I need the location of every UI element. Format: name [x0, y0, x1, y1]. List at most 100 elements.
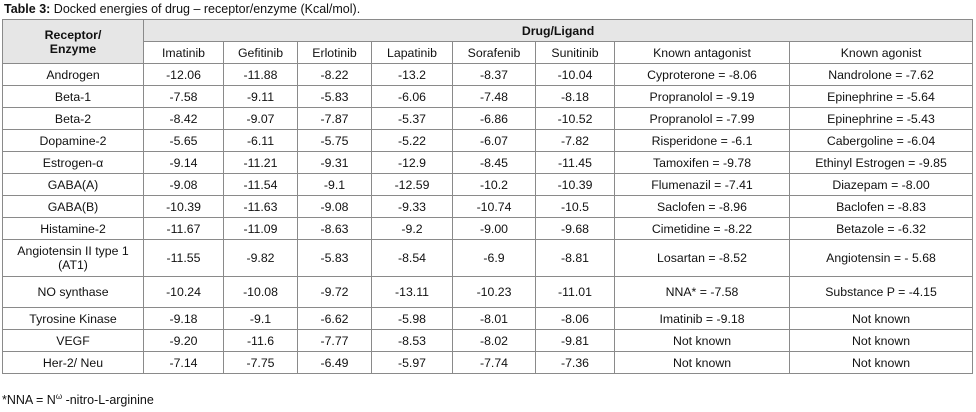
table-row: GABA(A) -9.08 -11.54 -9.1 -12.59 -10.2 -10.39 F… — [2, 173, 974, 196]
receptor-cell: Her-2/ Neu — [2, 351, 144, 374]
column-header: Known antagonist — [614, 41, 790, 64]
energy-cell: -10.39 — [143, 195, 224, 218]
receptor-cell: Beta-1 — [2, 85, 144, 108]
energy-cell: -7.87 — [297, 107, 372, 130]
antagonist-cell: Losartan = -8.52 — [614, 239, 790, 277]
energy-cell: -13.11 — [371, 276, 453, 308]
energy-cell: -6.9 — [452, 239, 536, 277]
energy-cell: -9.68 — [535, 217, 615, 240]
receptor-cell: Androgen — [2, 63, 144, 86]
energy-cell: -9.08 — [143, 173, 224, 196]
drug-ligand-header: Drug/Ligand — [142, 19, 974, 42]
energy-cell: -9.31 — [297, 151, 372, 174]
table-row: Her-2/ Neu -7.14 -7.75 -6.49 -5.97 -7.74 -7.36… — [2, 351, 974, 374]
energy-cell: -5.98 — [371, 307, 453, 330]
table-row: Beta-1 -7.58 -9.11 -5.83 -6.06 -7.48 -8.18 Prop… — [2, 85, 974, 108]
energy-cell: -9.08 — [297, 195, 372, 218]
agonist-cell: Nandrolone = -7.62 — [788, 63, 974, 86]
table-row: Androgen -12.06 -11.88 -8.22 -13.2 -8.37 -10.0… — [2, 63, 974, 86]
energy-cell: -11.88 — [223, 63, 298, 86]
energy-cell: -6.07 — [452, 129, 536, 152]
energy-cell: -12.59 — [371, 173, 453, 196]
energy-cell: -9.72 — [297, 276, 372, 308]
energy-cell: -9.81 — [535, 329, 615, 352]
energy-cell: -8.02 — [452, 329, 536, 352]
energy-cell: -10.74 — [452, 195, 536, 218]
energy-cell: -8.42 — [143, 107, 224, 130]
energy-cell: -9.11 — [223, 85, 298, 108]
energy-cell: -11.63 — [223, 195, 298, 218]
energy-cell: -9.33 — [371, 195, 453, 218]
antagonist-cell: Saclofen = -8.96 — [614, 195, 790, 218]
table-row: Estrogen-α -9.14 -11.21 -9.31 -12.9 -8.45 -11.… — [2, 151, 974, 174]
agonist-cell: Epinephrine = -5.64 — [788, 85, 974, 108]
receptor-cell: Estrogen-α — [2, 151, 144, 174]
antagonist-cell: Propranolol = -9.19 — [614, 85, 790, 108]
antagonist-cell: Flumenazil = -7.41 — [614, 173, 790, 196]
receptor-header-line1: Receptor/ — [44, 27, 102, 42]
energy-cell: -6.49 — [297, 351, 372, 374]
agonist-cell: Diazepam = -8.00 — [788, 173, 974, 196]
energy-cell: -10.2 — [452, 173, 536, 196]
table-row: Beta-2 -8.42 -9.07 -7.87 -5.37 -6.86 -10.52 Pro… — [2, 107, 974, 130]
energy-cell: -8.54 — [371, 239, 453, 277]
antagonist-cell: NNA* = -7.58 — [614, 276, 790, 308]
table-row: VEGF -9.20 -11.6 -7.77 -8.53 -8.02 -9.81 Not kn… — [2, 329, 974, 352]
energy-cell: -6.62 — [297, 307, 372, 330]
energy-cell: -11.67 — [143, 217, 224, 240]
caption-text: Docked energies of drug – receptor/enzym… — [50, 2, 361, 16]
energy-cell: -5.22 — [371, 129, 453, 152]
receptor-cell: Tyrosine Kinase — [2, 307, 144, 330]
agonist-cell: Epinephrine = -5.43 — [788, 107, 974, 130]
energy-cell: -7.58 — [143, 85, 224, 108]
energy-cell: -5.37 — [371, 107, 453, 130]
energy-cell: -9.18 — [143, 307, 224, 330]
energy-cell: -7.14 — [143, 351, 224, 374]
energy-cell: -11.45 — [535, 151, 615, 174]
energy-cell: -12.06 — [143, 63, 224, 86]
column-header-row: Imatinib Gefitinib Erlotinib Lapatinib Soraf… — [3, 41, 974, 64]
energy-cell: -8.06 — [535, 307, 615, 330]
table-row: NO synthase -10.24 -10.08 -9.72 -13.11 -10.23… — [2, 276, 974, 308]
receptor-cell: GABA(A) — [2, 173, 144, 196]
energy-cell: -10.24 — [143, 276, 224, 308]
footnote-suffix: -nitro-L-arginine — [62, 393, 154, 407]
energy-cell: -9.00 — [452, 217, 536, 240]
agonist-cell: Substance P = -4.15 — [788, 276, 974, 308]
energy-cell: -10.04 — [535, 63, 615, 86]
agonist-cell: Not known — [788, 329, 974, 352]
energy-cell: -6.86 — [452, 107, 536, 130]
column-header: Imatinib — [143, 41, 224, 64]
energy-cell: -6.06 — [371, 85, 453, 108]
energy-cell: -9.07 — [223, 107, 298, 130]
energy-cell: -8.53 — [371, 329, 453, 352]
table-caption: Table 3: Docked energies of drug – recep… — [4, 2, 360, 17]
table-row: GABA(B) -10.39 -11.63 -9.08 -9.33 -10.74 -10.5… — [2, 195, 974, 218]
column-header: Sorafenib — [452, 41, 536, 64]
energy-cell: -9.14 — [143, 151, 224, 174]
receptor-cell: Histamine-2 — [2, 217, 144, 240]
receptor-cell: Angiotensin II type 1 (AT1) — [2, 239, 144, 277]
footnote-superscript: ω — [55, 391, 63, 401]
antagonist-cell: Cimetidine = -8.22 — [614, 217, 790, 240]
column-header: Lapatinib — [371, 41, 453, 64]
energy-cell: -10.08 — [223, 276, 298, 308]
energy-cell: -9.2 — [371, 217, 453, 240]
energy-cell: -11.55 — [143, 239, 224, 277]
energy-cell: -8.01 — [452, 307, 536, 330]
energy-cell: -5.65 — [143, 129, 224, 152]
receptor-cell: NO synthase — [2, 276, 144, 308]
energy-cell: -7.74 — [452, 351, 536, 374]
energy-cell: -5.83 — [297, 85, 372, 108]
docking-energies-table: Receptor/Enzyme Drug/Ligand Imatinib Gefi… — [2, 19, 974, 374]
receptor-cell: Beta-2 — [2, 107, 144, 130]
energy-cell: -11.09 — [223, 217, 298, 240]
antagonist-cell: Tamoxifen = -9.78 — [614, 151, 790, 174]
energy-cell: -5.83 — [297, 239, 372, 277]
table-row: Angiotensin II type 1 (AT1) -11.55 -9.82 -5… — [2, 239, 974, 277]
receptor-cell: GABA(B) — [2, 195, 144, 218]
receptor-enzyme-header: Receptor/Enzyme — [2, 19, 144, 64]
column-header: Gefitinib — [223, 41, 298, 64]
energy-cell: -10.23 — [452, 276, 536, 308]
energy-cell: -7.77 — [297, 329, 372, 352]
